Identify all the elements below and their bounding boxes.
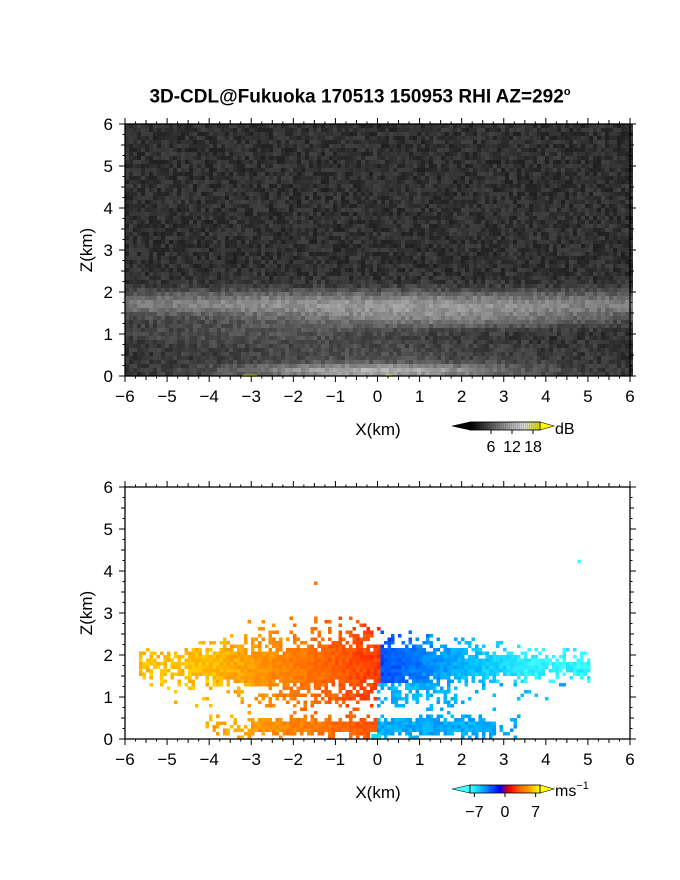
y-tick-label: 4: [104, 562, 113, 581]
y-tick-label: 3: [104, 604, 113, 623]
x-tick-label: 5: [583, 387, 592, 406]
colorbar-tick-label: 7: [531, 804, 540, 821]
figure-title-text: 3D-CDL@Fukuoka 170513 150953 RHI AZ=292: [149, 86, 564, 108]
x-tick-label: −3: [242, 387, 261, 406]
origin-echo: [371, 733, 382, 740]
colorbar-velocity: −7 0 7 ms−1: [451, 780, 589, 821]
colorbar-high-arrow: [539, 784, 556, 794]
y-tick-label: 0: [104, 367, 113, 386]
figure-title: 3D-CDL@Fukuoka 170513 150953 RHI AZ=292o: [0, 86, 680, 108]
y-tick-label: 5: [104, 520, 113, 539]
x-tick-label: 4: [541, 750, 550, 769]
y-tick-label: 3: [104, 241, 113, 260]
colorbar-tick-label: 12: [503, 439, 521, 456]
plot-frame: [124, 486, 631, 740]
y-tick-label: 5: [104, 157, 113, 176]
x-tick-label: 1: [415, 387, 424, 406]
y-axis-label: Z(km): [77, 228, 96, 272]
colorbar-low-arrow: [451, 421, 471, 431]
x-axis-label: X(km): [355, 420, 400, 439]
axes-2: −6 −5 −4 −3 −2 −1 0 1 2 3 4 5 6 0 1 2 3 4 5 6 X(km) Z(km): [77, 478, 636, 802]
y-axis-label: Z(km): [77, 591, 96, 635]
velocity-field: [139, 559, 591, 740]
y-tick-label: 2: [104, 646, 113, 665]
x-tick-label: 3: [499, 750, 508, 769]
colorbar-unit: dB: [555, 421, 575, 438]
x-tick-label: 3: [499, 387, 508, 406]
x-tick-label: −6: [115, 387, 134, 406]
backscatter-field: [125, 124, 633, 377]
axes-1: −6 −5 −4 −3 −2 −1 0 1 2 3 4 5 6 0 1 2 3 4 5 6 X(km) Z(km): [77, 115, 636, 439]
x-tick-label: −1: [326, 750, 345, 769]
colorbar-unit-exponent: −1: [576, 780, 589, 792]
x-tick-label: −4: [199, 750, 218, 769]
x-tick-label: 2: [457, 387, 466, 406]
y-tick-label: 1: [104, 688, 113, 707]
x-tick-label: −1: [326, 387, 345, 406]
colorbar-tick-label: 6: [487, 439, 496, 456]
colorbar-unit: ms−1: [555, 780, 589, 800]
x-tick-label: −2: [284, 750, 303, 769]
y-tick-label: 1: [104, 325, 113, 344]
x-tick-label: 2: [457, 750, 466, 769]
x-tick-label: −5: [157, 750, 176, 769]
colorbar-tick-label: −7: [465, 804, 483, 821]
y-tick-label: 0: [104, 730, 113, 749]
x-tick-label: 6: [625, 750, 634, 769]
colorbar-tick-label: 0: [501, 804, 510, 821]
y-tick-label: 6: [104, 478, 113, 497]
y-tick-label: 6: [104, 115, 113, 134]
x-axis-label: X(km): [355, 783, 400, 802]
x-tick-label: 4: [541, 387, 550, 406]
colorbar-tick-label: 18: [524, 439, 542, 456]
isolated-echo: [577, 559, 581, 564]
x-tick-label: −5: [157, 387, 176, 406]
colorbar-backscatter: 6 12 18 dB: [451, 421, 575, 456]
x-tick-label: −2: [284, 387, 303, 406]
colorbar-low-arrow: [451, 784, 471, 794]
x-tick-label: 6: [625, 387, 634, 406]
figure-title-degree: o: [563, 86, 571, 98]
x-tick-label: −4: [199, 387, 218, 406]
x-tick-label: 1: [415, 750, 424, 769]
y-tick-label: 2: [104, 283, 113, 302]
x-tick-label: −6: [115, 750, 134, 769]
x-tick-label: 0: [373, 387, 382, 406]
colorbar-high-arrow: [539, 421, 556, 431]
y-tick-label: 4: [104, 199, 113, 218]
x-tick-label: 0: [373, 750, 382, 769]
x-tick-label: −3: [242, 750, 261, 769]
x-tick-label: 5: [583, 750, 592, 769]
